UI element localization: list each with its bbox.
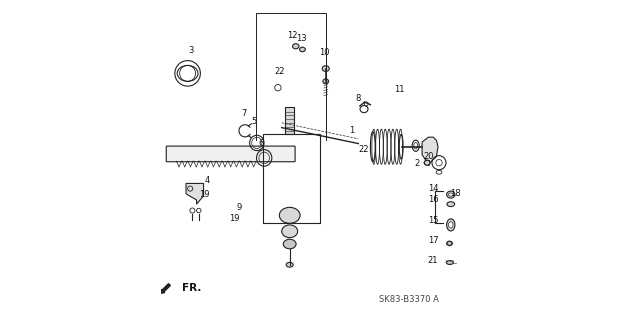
Text: 19: 19 (199, 190, 210, 199)
Text: 10: 10 (319, 48, 330, 57)
Ellipse shape (449, 222, 453, 228)
Polygon shape (186, 183, 204, 204)
Text: 15: 15 (428, 216, 438, 225)
Text: FR.: FR. (182, 283, 202, 293)
Text: 18: 18 (450, 189, 461, 198)
Polygon shape (422, 137, 438, 163)
FancyBboxPatch shape (166, 146, 295, 162)
Text: 22: 22 (359, 145, 369, 154)
Text: 22: 22 (274, 67, 284, 76)
Text: 13: 13 (296, 34, 307, 43)
Text: 5: 5 (251, 117, 256, 126)
Text: 6: 6 (259, 139, 264, 148)
Ellipse shape (424, 160, 430, 165)
Ellipse shape (447, 202, 454, 207)
Text: 9: 9 (236, 203, 241, 212)
Ellipse shape (282, 225, 298, 238)
Text: 11: 11 (394, 85, 404, 94)
Ellipse shape (279, 207, 300, 223)
FancyArrow shape (161, 284, 170, 293)
Text: SK83-B3370 A: SK83-B3370 A (380, 295, 439, 304)
Ellipse shape (449, 193, 453, 196)
Text: 1: 1 (349, 126, 355, 135)
Bar (285, 107, 294, 134)
Ellipse shape (292, 44, 299, 49)
Text: 16: 16 (428, 195, 438, 204)
Ellipse shape (447, 219, 455, 231)
Text: 20: 20 (423, 152, 434, 161)
Text: 8: 8 (355, 94, 360, 103)
Ellipse shape (447, 191, 455, 198)
Ellipse shape (446, 261, 453, 264)
Text: 17: 17 (428, 236, 438, 245)
Text: 3: 3 (188, 46, 193, 55)
Ellipse shape (286, 262, 293, 267)
Text: 4: 4 (204, 176, 209, 185)
Text: 7: 7 (242, 109, 247, 118)
Ellipse shape (300, 47, 305, 52)
Ellipse shape (447, 241, 452, 246)
Ellipse shape (323, 79, 328, 84)
Text: 19: 19 (228, 214, 239, 223)
Ellipse shape (322, 66, 329, 71)
Text: 2: 2 (415, 159, 420, 168)
Text: 21: 21 (428, 256, 438, 265)
Ellipse shape (284, 239, 296, 249)
Text: 14: 14 (428, 184, 438, 193)
Text: 12: 12 (287, 31, 298, 40)
